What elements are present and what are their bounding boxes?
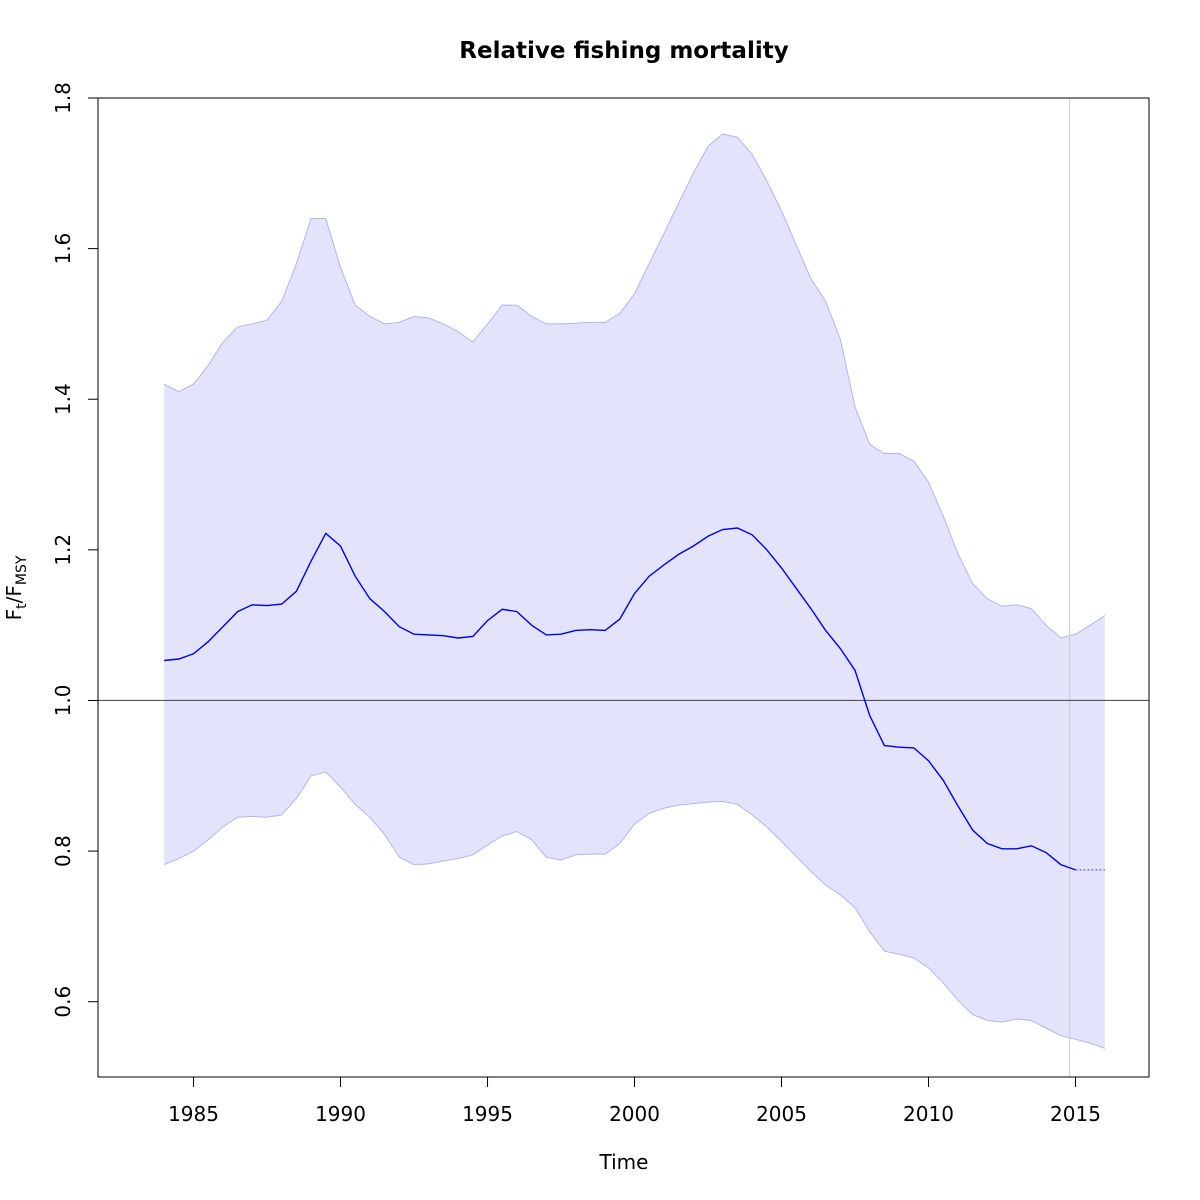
x-tick-label: 2010	[903, 1102, 954, 1126]
x-axis: 1985 1990 1995 2000 2005 2010 2015	[168, 1076, 1101, 1126]
plot-area	[98, 98, 1149, 1077]
y-axis: 0.6 0.8 1.0 1.2 1.4 1.6 1.8	[51, 82, 99, 1018]
x-tick-label: 1990	[315, 1102, 366, 1126]
x-tick-label: 1995	[462, 1102, 513, 1126]
x-axis-label: Time	[599, 1150, 649, 1174]
y-axis-label-sub2: MSY	[14, 555, 30, 585]
x-tick-label: 2015	[1050, 1102, 1101, 1126]
y-axis-label-main: F	[2, 609, 26, 621]
confidence-band	[164, 134, 1105, 1049]
lower-bound-line	[163, 771, 1106, 1049]
chart-title: Relative fishing mortality	[459, 38, 788, 64]
x-tick-label: 1985	[168, 1102, 219, 1126]
y-tick-label: 0.6	[51, 986, 75, 1018]
upper-bound-line	[163, 133, 1106, 639]
y-tick-label: 1.8	[51, 82, 75, 114]
estimate-line	[164, 527, 1076, 871]
y-axis-label-slash: /F	[2, 585, 26, 603]
y-axis-label-sub1: t	[14, 603, 30, 609]
x-tick-label: 2005	[756, 1102, 807, 1126]
y-axis-label: Ft/FMSY	[2, 555, 30, 620]
y-tick-label: 1.0	[51, 685, 75, 717]
y-tick-label: 0.8	[51, 835, 75, 867]
x-tick-label: 2000	[609, 1102, 660, 1126]
y-tick-label: 1.6	[51, 233, 75, 265]
y-tick-label: 1.2	[51, 534, 75, 566]
y-tick-label: 1.4	[51, 383, 75, 415]
